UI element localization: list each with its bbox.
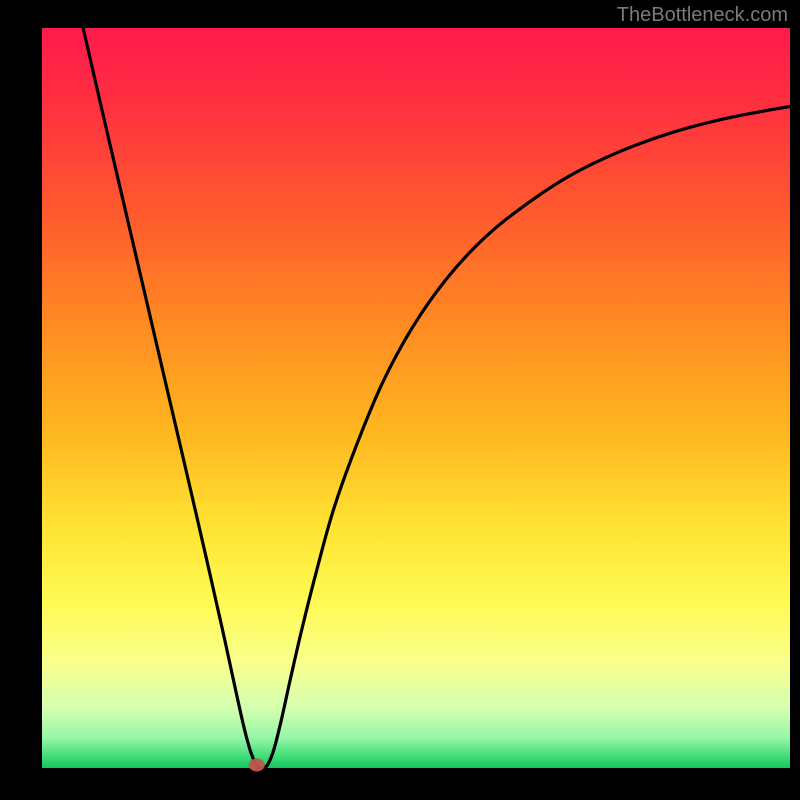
watermark-text: TheBottleneck.com (617, 4, 788, 27)
chart-svg (0, 0, 800, 800)
optimal-point-marker (249, 759, 264, 771)
bottleneck-chart (0, 0, 800, 800)
